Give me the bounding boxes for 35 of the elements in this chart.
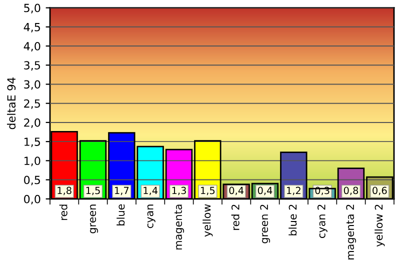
x-tick-label: blue 2 bbox=[288, 204, 297, 236]
x-tick-label: yellow bbox=[202, 204, 213, 237]
data-label: 0,4 bbox=[229, 186, 244, 196]
data-label: 0,4 bbox=[258, 186, 272, 196]
data-label: 1,5 bbox=[201, 186, 215, 196]
x-tick-label: cyan 2 bbox=[317, 204, 328, 238]
x-tick-label: blue bbox=[116, 204, 125, 226]
data-label: 1,5 bbox=[86, 186, 100, 196]
y-tick-label: 2,0 bbox=[24, 118, 40, 128]
y-tick-label: 4,0 bbox=[24, 42, 40, 52]
y-tick-label: 3,5 bbox=[24, 61, 40, 71]
y-tick-label: 2,5 bbox=[24, 99, 40, 109]
x-tick-label: green 2 bbox=[260, 204, 270, 244]
data-label: 1,8 bbox=[58, 186, 72, 196]
x-tick-label: green bbox=[90, 204, 98, 234]
y-axis-title: deltaE 94 bbox=[6, 78, 16, 130]
data-label: 1,2 bbox=[287, 186, 300, 196]
data-label: 1,4 bbox=[144, 186, 158, 196]
data-label: 0,8 bbox=[344, 186, 358, 196]
x-tick-label: magenta 2 bbox=[346, 204, 356, 260]
y-tick-label: 5,0 bbox=[24, 4, 40, 14]
x-tick-label: red 2 bbox=[231, 204, 240, 230]
y-tick-label: 0,0 bbox=[24, 194, 40, 204]
x-tick-label: cyan bbox=[147, 204, 156, 228]
x-tick-label: magenta bbox=[174, 204, 184, 250]
y-tick-label: 1,0 bbox=[24, 156, 40, 166]
x-tick-label: yellow 2 bbox=[374, 204, 385, 247]
y-tick-label: 0,5 bbox=[24, 176, 40, 186]
y-tick-label: 3,0 bbox=[24, 80, 40, 90]
x-tick-label: red bbox=[59, 204, 68, 220]
y-tick-label: 4,5 bbox=[24, 23, 40, 32]
data-label: 1,3 bbox=[172, 186, 186, 196]
y-tick-label: 1,5 bbox=[24, 138, 40, 148]
data-label: 1,7 bbox=[115, 186, 129, 196]
data-label: 0,6 bbox=[372, 186, 387, 196]
